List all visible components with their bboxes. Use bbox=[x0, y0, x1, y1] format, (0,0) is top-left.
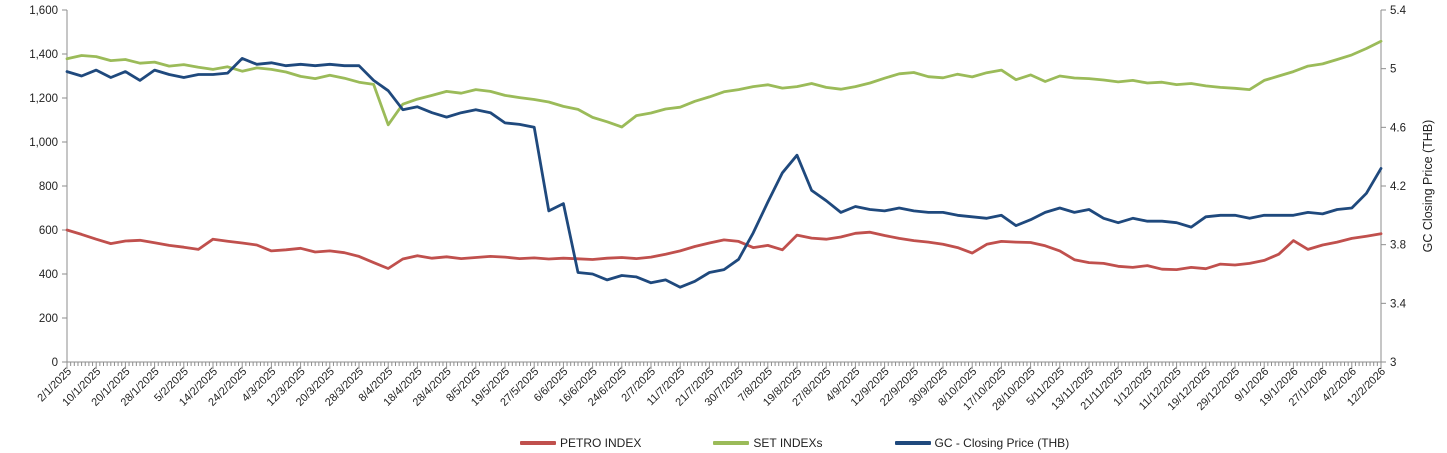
legend-swatch-gc-closing-price bbox=[894, 441, 931, 445]
legend-label-gc-closing-price: GC - Closing Price (THB) bbox=[934, 436, 1070, 450]
left-axis-label: 800 bbox=[39, 181, 58, 193]
legend-swatch-petro-index bbox=[520, 441, 556, 445]
left-axis-label: 1,600 bbox=[29, 5, 58, 17]
left-axis-label: 600 bbox=[39, 225, 58, 237]
right-axis-label: 3.8 bbox=[1390, 240, 1406, 252]
right-axis-label: 3.4 bbox=[1390, 298, 1407, 310]
left-axis-label: 1,200 bbox=[29, 93, 58, 105]
series-line-set-indexs[interactable] bbox=[65, 39, 1383, 129]
right-axis-label: 5.4 bbox=[1390, 5, 1407, 17]
right-axis-label: 5 bbox=[1390, 64, 1396, 76]
left-axis-label: 400 bbox=[39, 269, 58, 281]
series-line-petro-index[interactable] bbox=[65, 228, 1383, 272]
right-axis-label: 4.6 bbox=[1390, 122, 1406, 134]
legend-item-petro-index[interactable]: PETRO INDEX bbox=[520, 436, 641, 450]
left-axis-label: 1,400 bbox=[29, 49, 58, 61]
series-line-gc-closing-price-thb[interactable] bbox=[65, 57, 1383, 289]
left-axis-label: 1,000 bbox=[29, 137, 58, 149]
left-axis-label: 200 bbox=[39, 313, 58, 325]
right-axis-label: 3 bbox=[1390, 357, 1396, 369]
legend-label-petro-index: PETRO INDEX bbox=[560, 436, 642, 450]
legend-label-set-index: SET INDEXs bbox=[753, 436, 823, 450]
right-axis-label: 4.2 bbox=[1390, 181, 1406, 193]
legend: PETRO INDEX SET INDEXs GC - Closing Pric… bbox=[520, 436, 1069, 450]
left-axis-label: 0 bbox=[52, 357, 58, 369]
right-axis-title: GC Closing Price (THB) bbox=[1421, 120, 1435, 253]
legend-swatch-set-index bbox=[713, 441, 750, 445]
legend-item-set-index[interactable]: SET INDEXs bbox=[713, 436, 823, 450]
legend-item-gc-closing-price[interactable]: GC - Closing Price (THB) bbox=[894, 436, 1070, 450]
